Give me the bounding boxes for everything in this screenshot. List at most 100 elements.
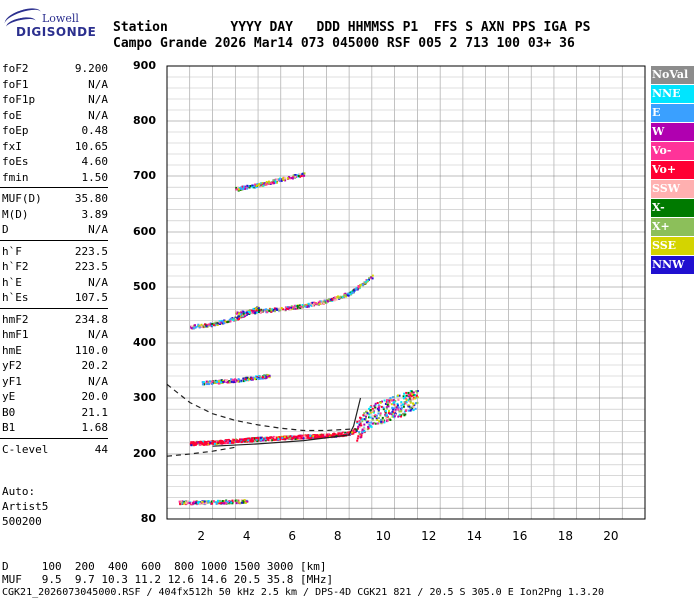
trace-echo [377, 404, 380, 407]
trace-echo [238, 316, 241, 319]
param-key: foF2 [2, 62, 29, 75]
trace-echo [244, 500, 247, 503]
trace-echo [386, 419, 389, 422]
trace-echo [375, 417, 378, 420]
trace-echo [400, 409, 403, 412]
param-row-b0: B0 21.1 [2, 405, 108, 420]
trace-echo [216, 443, 218, 445]
trace-echo [221, 500, 224, 502]
trace-echo [237, 440, 240, 443]
trace-echo [303, 435, 306, 438]
trace-echo [317, 303, 320, 306]
trace-echo [274, 438, 277, 441]
trace-echo [217, 499, 220, 502]
trace-echo [387, 405, 390, 408]
trace-echo [246, 440, 249, 443]
param-key: h`Es [2, 291, 29, 304]
trace-echo [402, 397, 405, 400]
autoscale-version: 500200 [2, 515, 42, 528]
trace-echo [204, 323, 206, 326]
trace-echo [213, 500, 215, 503]
trace-echo [385, 417, 388, 420]
trace-echo [369, 416, 372, 419]
trace-echo [294, 307, 297, 310]
param-row-hmf1: hmF1 N/A [2, 327, 108, 342]
trace-echo [277, 436, 280, 439]
trace-echo [235, 502, 238, 505]
trace-echo [252, 307, 255, 310]
trace-echo [342, 295, 345, 298]
trace-echo [262, 182, 265, 185]
trace-echo [286, 177, 289, 180]
trace-echo [254, 377, 256, 380]
trace-echo [287, 176, 290, 178]
trace-echo [282, 177, 285, 180]
trace-echo [248, 186, 251, 189]
trace-echo [377, 412, 380, 415]
trace-echo [274, 181, 277, 184]
trace-echo [238, 501, 241, 504]
trace-echo [244, 312, 246, 315]
trace-echo [298, 304, 301, 307]
trace-echo [203, 441, 206, 444]
trace-echo [216, 441, 219, 444]
trace-echo [403, 401, 406, 404]
param-value: N/A [88, 93, 108, 106]
trace-echo [207, 500, 209, 503]
trace-echo [302, 173, 305, 176]
trace-echo [410, 390, 413, 393]
trace-echo [197, 323, 200, 326]
trace-echo [232, 379, 235, 382]
trace-echo [371, 418, 374, 421]
trace-echo [391, 406, 394, 409]
trace-echo [195, 500, 198, 503]
trace-echo [263, 376, 266, 379]
param-value: 44 [94, 442, 108, 456]
trace-echo [359, 284, 362, 287]
trace-echo [319, 435, 322, 437]
param-key: MUF(D) [2, 192, 42, 205]
trace-echo [286, 307, 288, 310]
trace-echo [202, 502, 205, 505]
trace-echo [344, 292, 347, 295]
trace-echo [374, 406, 377, 409]
x-tick-label: 20 [603, 529, 619, 543]
digisonde-logo: Lowell DIGISONDE [2, 4, 104, 40]
param-key: yE [2, 390, 16, 403]
trace-echo [328, 298, 331, 301]
trace-echo [234, 317, 237, 320]
trace-echo [227, 439, 230, 441]
trace-echo [374, 422, 377, 425]
trace-echo [320, 302, 323, 305]
logo-brand-top: Lowell [42, 12, 79, 25]
trace-echo [273, 182, 275, 185]
trace-echo [364, 419, 367, 422]
trace-echo [348, 293, 351, 296]
trace-echo [238, 317, 240, 320]
trace-echo [386, 404, 389, 406]
trace-echo [348, 432, 350, 435]
trace-echo [331, 297, 333, 300]
trace-echo [416, 396, 419, 399]
trace-echo [235, 310, 238, 313]
trace-echo [294, 438, 297, 440]
trace-echo [273, 310, 276, 313]
param-row-ye: yE 20.0 [2, 389, 108, 404]
trace-echo [230, 501, 233, 504]
trace-echo [259, 184, 262, 187]
trace-echo [357, 287, 360, 290]
trace-echo [280, 179, 283, 182]
trace-echo [374, 402, 377, 405]
trace-echo [376, 422, 379, 425]
trace-echo [241, 500, 244, 503]
trace-echo [255, 439, 258, 442]
trace-echo [301, 304, 304, 306]
trace-echo [205, 380, 208, 383]
trace-echo [255, 311, 258, 314]
trace-echo [241, 188, 244, 191]
trace-echo [409, 399, 412, 401]
param-value: 9.200 [74, 62, 108, 75]
trace-echo [215, 323, 218, 326]
trace-echo [255, 184, 258, 187]
